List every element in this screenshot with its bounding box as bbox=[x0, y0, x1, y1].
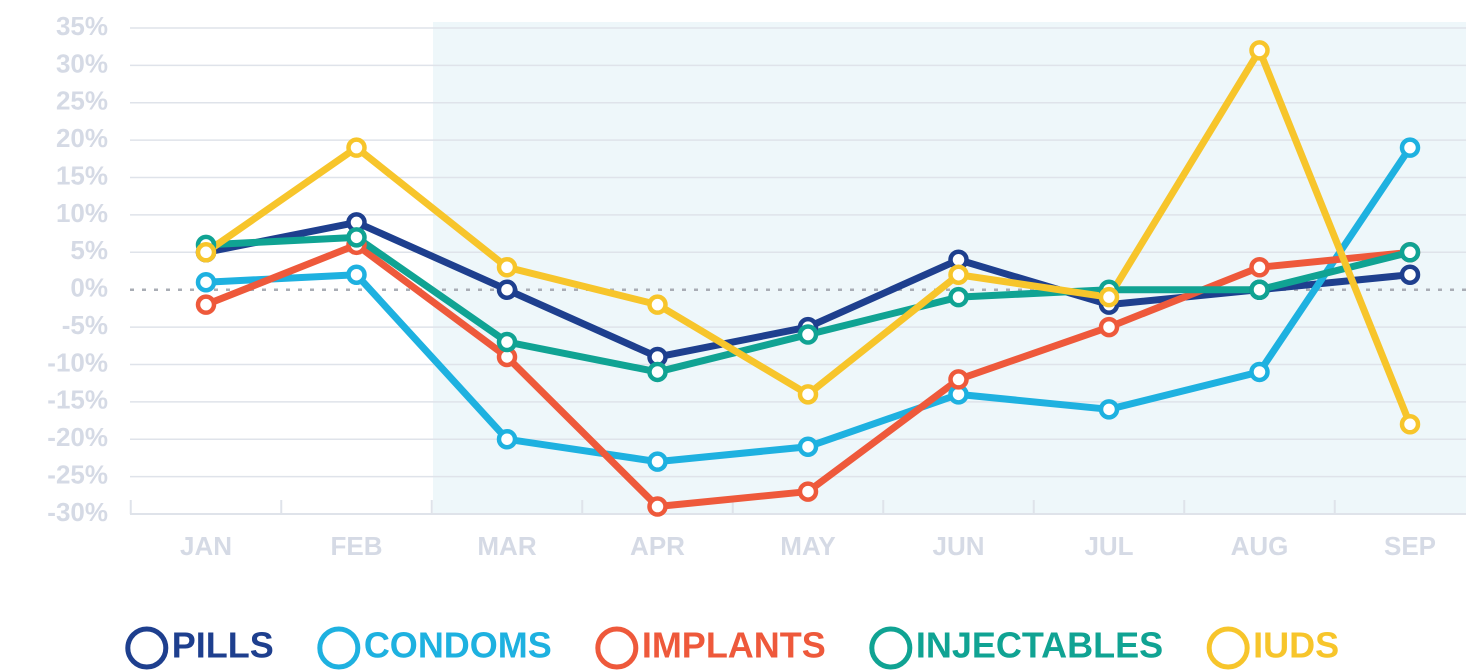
point bbox=[195, 294, 217, 315]
point bbox=[647, 361, 668, 383]
x-tick-label: AUG bbox=[1231, 531, 1289, 561]
legend-marker bbox=[125, 626, 169, 670]
point bbox=[647, 451, 668, 472]
point bbox=[1249, 40, 1270, 61]
y-tick-label: -5% bbox=[62, 310, 108, 340]
x-tick-label: APR bbox=[630, 531, 685, 561]
point bbox=[1249, 361, 1270, 383]
point bbox=[346, 264, 367, 285]
point bbox=[948, 369, 969, 390]
y-tick-label: 35% bbox=[56, 11, 108, 41]
x-tick-label: SEP bbox=[1384, 531, 1436, 561]
point bbox=[1249, 257, 1270, 278]
legend-label: CONDOMS bbox=[364, 625, 552, 666]
x-tick-label: JUN bbox=[932, 531, 984, 561]
point bbox=[647, 294, 668, 315]
highlight-region bbox=[433, 22, 1466, 514]
point bbox=[346, 137, 367, 158]
y-tick-label: 0% bbox=[70, 273, 108, 303]
point bbox=[195, 271, 217, 293]
point bbox=[496, 279, 518, 300]
legend-marker bbox=[1206, 626, 1250, 670]
x-tick-label: FEB bbox=[331, 531, 383, 561]
point bbox=[1399, 137, 1421, 158]
point bbox=[195, 242, 217, 263]
y-tick-label: -20% bbox=[47, 422, 108, 452]
point bbox=[647, 496, 668, 517]
legend-label: IMPLANTS bbox=[642, 625, 826, 666]
point bbox=[1098, 286, 1120, 308]
y-tick-label: 25% bbox=[56, 86, 108, 116]
point bbox=[346, 227, 367, 248]
point bbox=[496, 428, 518, 450]
legend-label: IUDS bbox=[1253, 625, 1339, 666]
legend-marker bbox=[317, 626, 361, 670]
y-tick-label: -25% bbox=[47, 459, 108, 489]
point bbox=[1098, 399, 1120, 420]
point bbox=[496, 331, 518, 353]
legend-label: PILLS bbox=[172, 625, 274, 666]
point bbox=[496, 257, 518, 278]
y-tick-label: 30% bbox=[56, 48, 108, 78]
point bbox=[797, 436, 819, 457]
point bbox=[1399, 414, 1421, 435]
point bbox=[948, 286, 969, 308]
y-tick-label: 15% bbox=[56, 160, 108, 190]
point bbox=[1399, 242, 1421, 263]
point bbox=[1399, 264, 1421, 285]
y-tick-label: -10% bbox=[47, 347, 108, 377]
y-tick-label: 10% bbox=[56, 198, 108, 228]
legend-marker bbox=[595, 626, 639, 670]
y-tick-label: -30% bbox=[47, 497, 108, 527]
y-tick-label: -15% bbox=[47, 385, 108, 415]
legend-marker bbox=[869, 626, 913, 670]
point bbox=[797, 481, 819, 502]
point bbox=[1098, 316, 1120, 338]
x-tick-label: JUL bbox=[1084, 531, 1133, 561]
x-tick-label: MAY bbox=[780, 531, 835, 561]
x-tick-label: JAN bbox=[180, 531, 232, 561]
x-tick-label: MAR bbox=[477, 531, 536, 561]
point bbox=[797, 324, 819, 345]
y-tick-label: 5% bbox=[70, 235, 108, 265]
point bbox=[797, 384, 819, 405]
legend-label: INJECTABLES bbox=[916, 625, 1163, 666]
y-tick-label: 20% bbox=[56, 123, 108, 153]
point bbox=[948, 264, 969, 285]
point bbox=[1249, 279, 1270, 300]
